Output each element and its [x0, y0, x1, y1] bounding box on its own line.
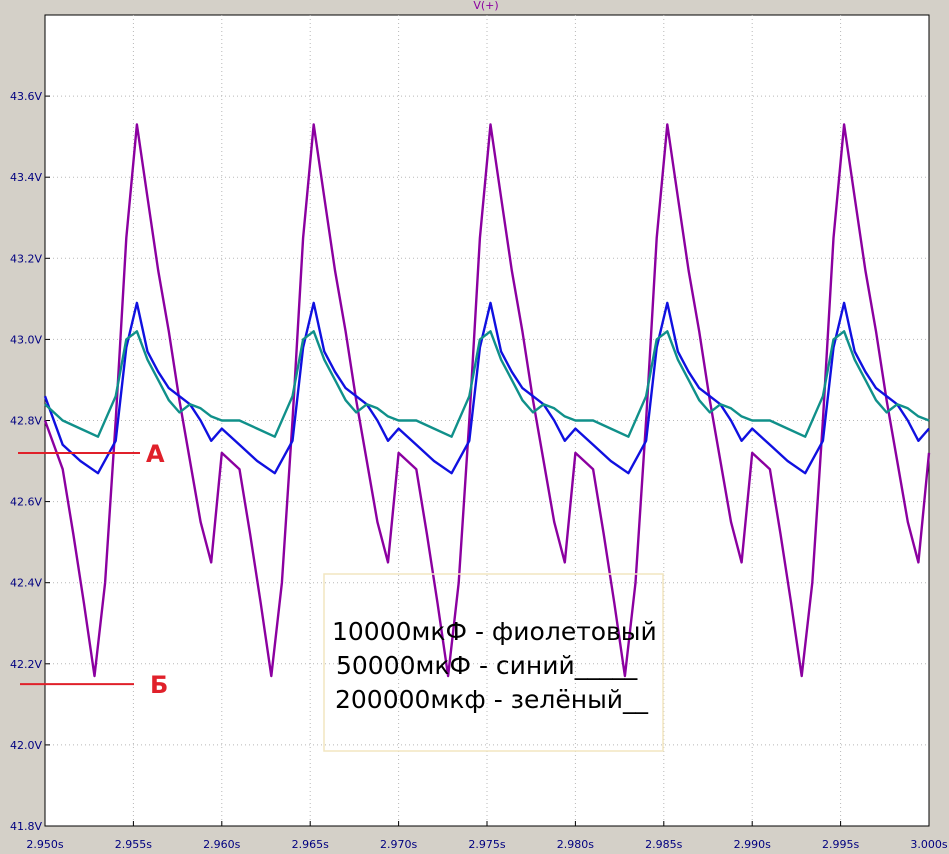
x-tick-label: 2.950s [26, 838, 63, 851]
y-tick-label: 43.6V [10, 90, 42, 103]
trace-title[interactable]: V(+) [473, 0, 498, 12]
y-tick-label: 42.4V [10, 577, 42, 590]
series-layer [43, 123, 931, 678]
x-tick-label: 2.985s [645, 838, 682, 851]
y-tick-label: 43.2V [10, 252, 42, 265]
y-tick-label: 42.0V [10, 739, 42, 752]
legend-item-green: 200000мкф - зелёный__ [335, 685, 649, 714]
x-tick-label: 2.975s [468, 838, 505, 851]
x-tick-label: 2.955s [115, 838, 152, 851]
x-tick-label: 2.960s [203, 838, 240, 851]
y-tick-label: 42.6V [10, 496, 42, 509]
series-purple [43, 123, 931, 678]
x-tick-label: 2.970s [380, 838, 417, 851]
x-tick-label: 2.990s [734, 838, 771, 851]
series-green [44, 330, 930, 438]
legend-box: 10000мкФ - фиолетовый 50000мкФ - синий__… [323, 573, 664, 752]
x-tick-label: 2.995s [822, 838, 859, 851]
legend-item-blue: 50000мкФ - синий_____ [336, 651, 638, 680]
marker-label-0: А [146, 440, 165, 468]
legend-frame [323, 573, 664, 752]
legend-item-purple: 10000мкФ - фиолетовый [332, 617, 657, 646]
y-tick-label: 43.4V [10, 171, 42, 184]
marker-label-1: Б [150, 671, 168, 699]
x-tick-label: 3.000s [910, 838, 947, 851]
y-tick-label: 41.8V [10, 820, 42, 833]
y-tick-label: 43.0V [10, 333, 42, 346]
x-tick-label: 2.980s [557, 838, 594, 851]
x-tick-label: 2.965s [292, 838, 329, 851]
y-tick-label: 42.2V [10, 658, 42, 671]
y-tick-label: 42.8V [10, 415, 42, 428]
grid-lines [45, 15, 929, 826]
axis-ticks: 2.950s 2.955s 2.960s 2.965s 2.970s 2.975s 2.98… [10, 90, 948, 851]
markers: АБ [18, 440, 168, 699]
series-blue [43, 301, 930, 475]
